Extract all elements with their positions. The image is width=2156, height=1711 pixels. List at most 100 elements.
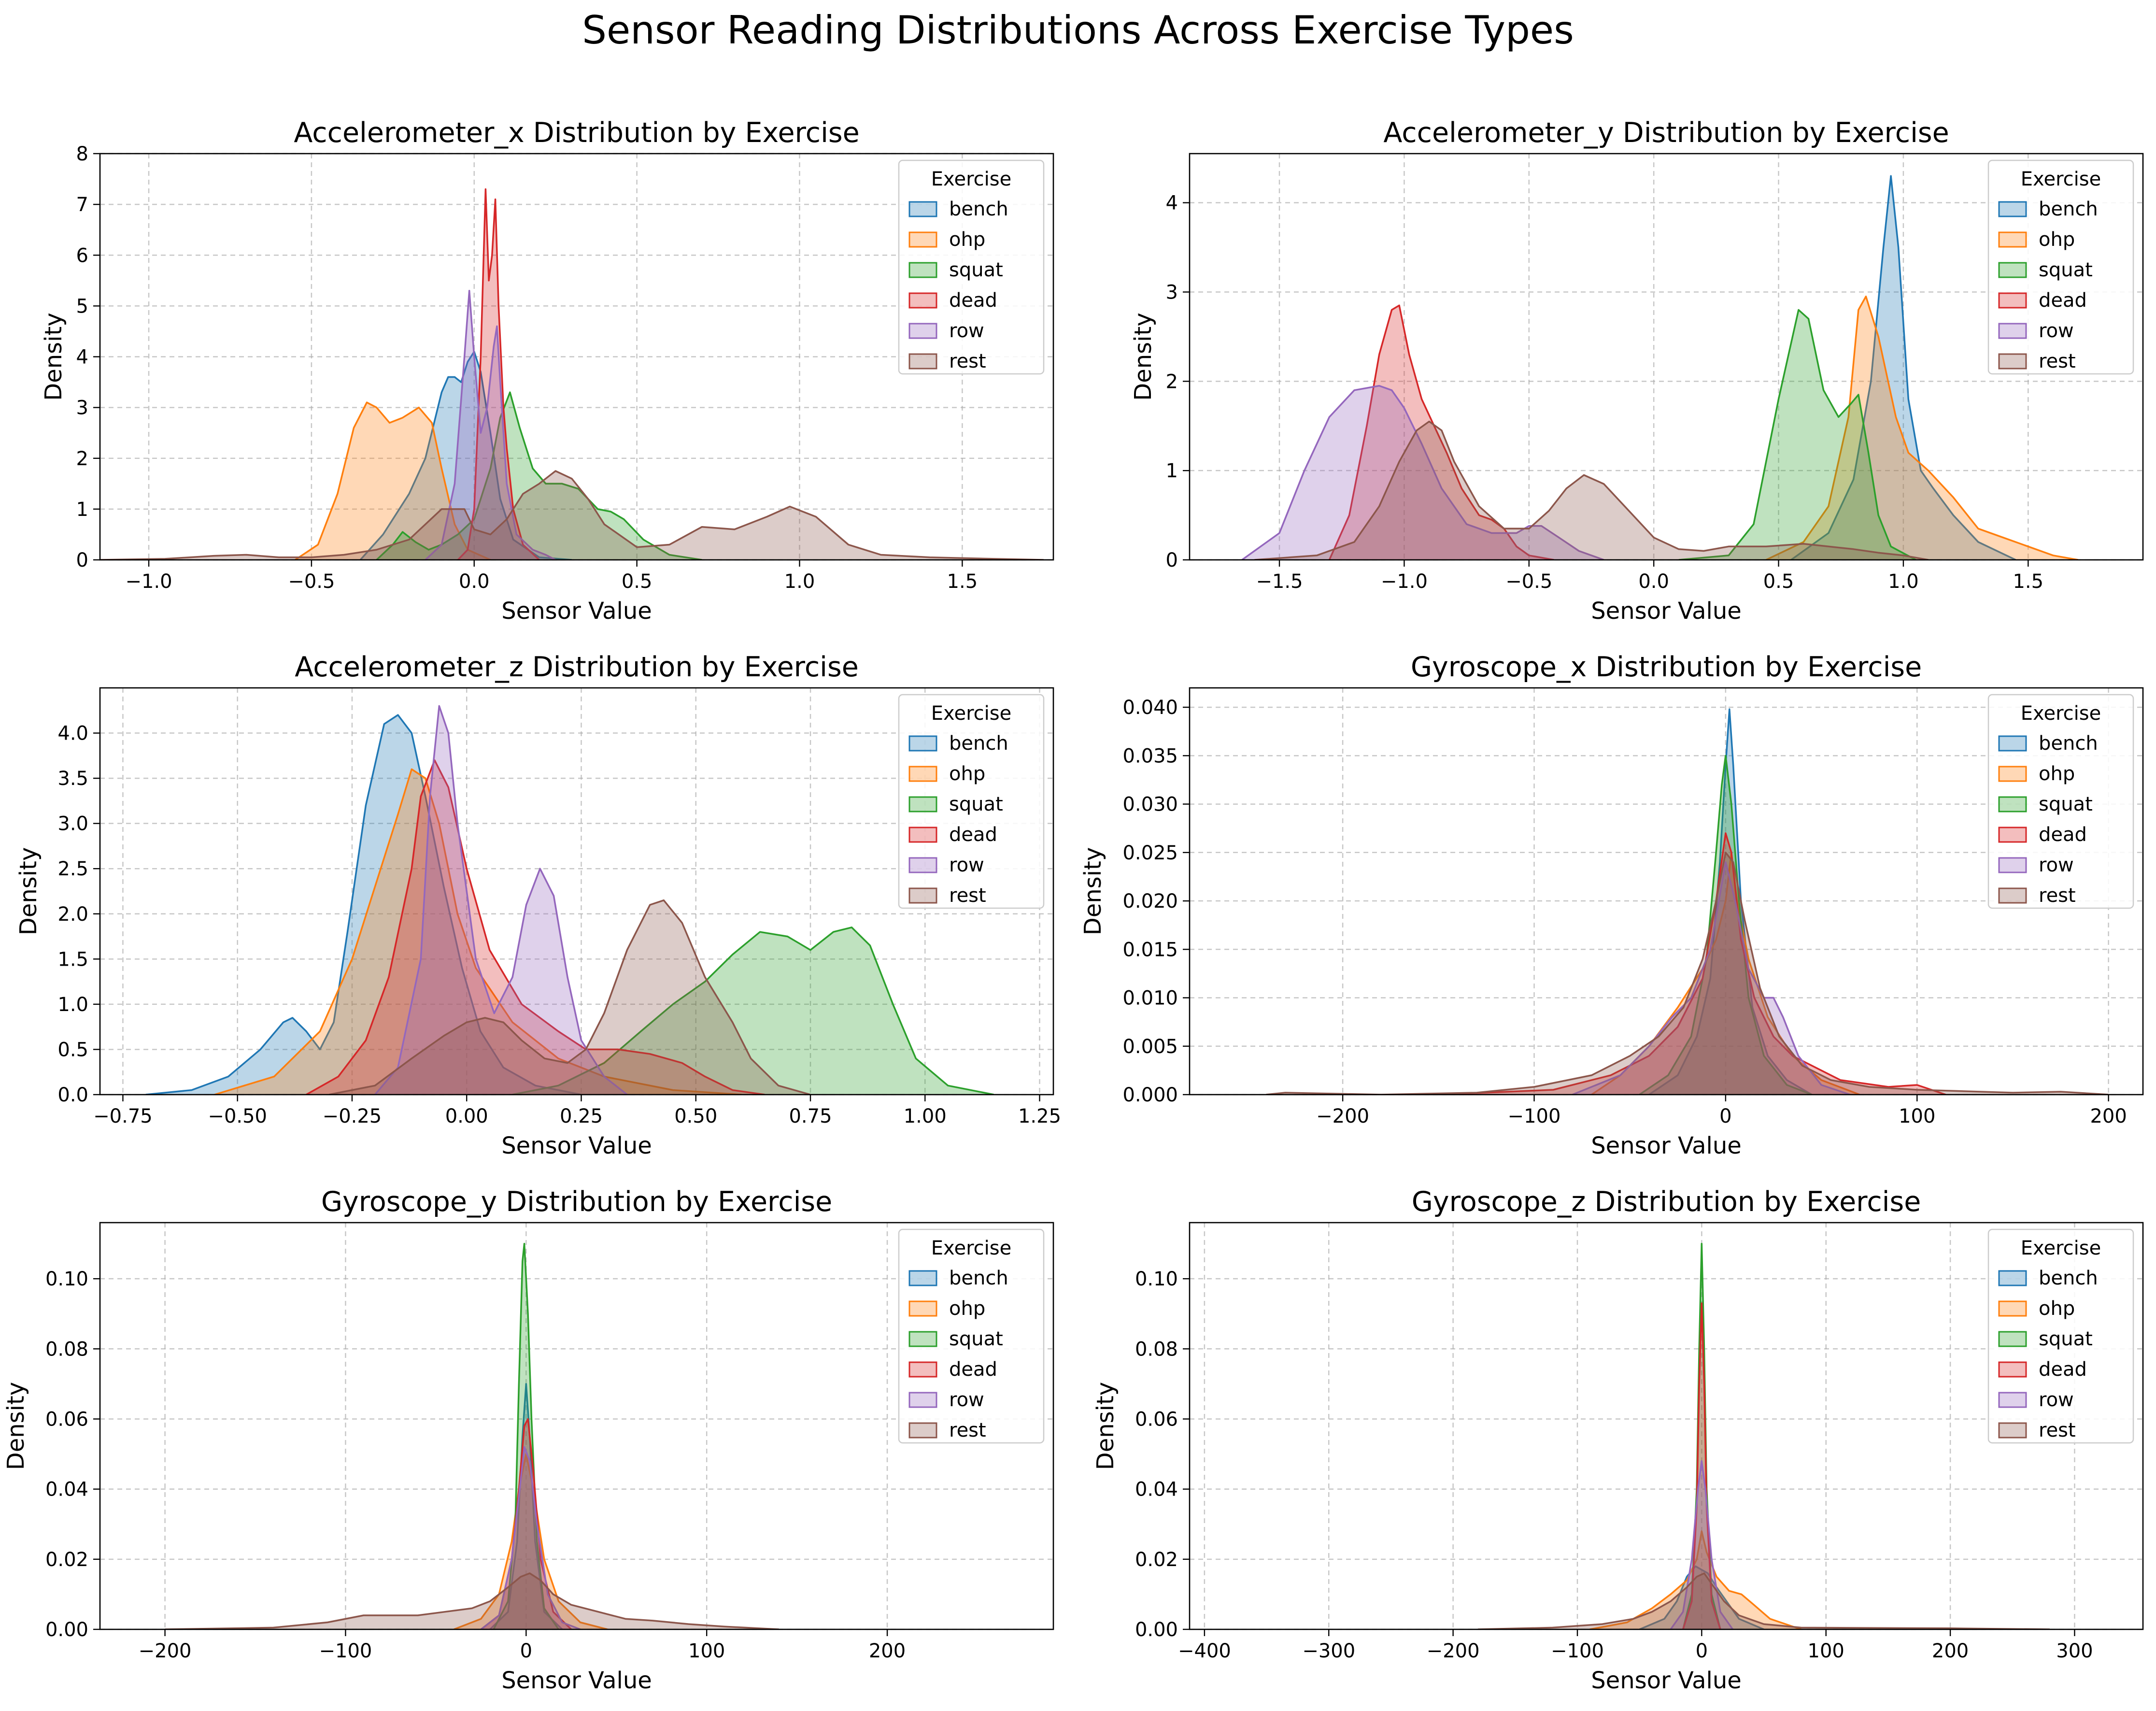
x-tick-label: −0.50 bbox=[208, 1105, 267, 1127]
legend-swatch-ohp bbox=[1998, 231, 2027, 248]
y-tick-label: 0.030 bbox=[1122, 794, 1178, 816]
legend-swatch-bench bbox=[1998, 735, 2027, 752]
legend-label-row: row bbox=[949, 854, 984, 876]
x-tick-label: −0.5 bbox=[288, 570, 335, 593]
y-tick-label: 3 bbox=[76, 397, 88, 419]
y-tick-label: 1 bbox=[1166, 460, 1178, 482]
legend-label-rest: rest bbox=[949, 884, 986, 907]
legend-label-ohp: ohp bbox=[949, 763, 985, 785]
density-line-squat bbox=[512, 927, 994, 1095]
x-tick-label: 200 bbox=[2090, 1105, 2127, 1127]
legend-label-squat: squat bbox=[949, 1328, 1003, 1350]
legend-label-dead: dead bbox=[949, 289, 997, 312]
legend-label-bench: bench bbox=[949, 198, 1008, 220]
legend-title: Exercise bbox=[2021, 168, 2101, 190]
x-tick-label: 100 bbox=[688, 1640, 725, 1662]
legend-label-squat: squat bbox=[949, 793, 1003, 815]
density-line-rest bbox=[1254, 420, 1929, 560]
y-tick-label: 0.015 bbox=[1122, 939, 1178, 961]
subplot-title: Accelerometer_y Distribution by Exercise bbox=[1383, 117, 1949, 149]
density-line-bench bbox=[489, 1383, 563, 1629]
legend-box bbox=[1987, 1228, 2134, 1444]
legend-label-ohp: ohp bbox=[949, 228, 985, 251]
y-tick-label: 1.5 bbox=[57, 948, 88, 970]
density-area-squat bbox=[1683, 1243, 1720, 1629]
legend-box bbox=[898, 1228, 1045, 1444]
density-area-dead bbox=[458, 189, 539, 560]
y-tick-label: 4.0 bbox=[57, 723, 88, 745]
x-tick-label: 0.00 bbox=[445, 1105, 488, 1127]
density-area-rest bbox=[165, 1573, 779, 1629]
density-line-bench bbox=[1648, 708, 1813, 1095]
density-line-dead bbox=[306, 759, 765, 1095]
y-tick-label: 0.02 bbox=[45, 1549, 88, 1571]
legend-title: Exercise bbox=[2021, 1237, 2101, 1259]
legend-swatch-squat bbox=[908, 1331, 937, 1347]
x-tick-label: 0.50 bbox=[674, 1105, 717, 1127]
y-tick-label: 0.5 bbox=[57, 1039, 88, 1061]
density-area-bench bbox=[490, 1383, 563, 1629]
legend-swatch-bench bbox=[908, 201, 937, 217]
y-axis-label: Density bbox=[1092, 1382, 1119, 1470]
legend-box bbox=[898, 694, 1045, 909]
legend-swatch-row bbox=[1998, 323, 2027, 339]
legend-label-dead: dead bbox=[949, 824, 997, 846]
y-axis-label: Density bbox=[40, 313, 67, 400]
density-area-rest bbox=[1266, 852, 2109, 1095]
legend-swatch-rest bbox=[908, 887, 937, 904]
x-tick-label: 100 bbox=[1899, 1105, 1935, 1127]
legend-label-rest: rest bbox=[2039, 1419, 2076, 1441]
y-tick-label: 2.5 bbox=[57, 858, 88, 880]
y-tick-label: 0.000 bbox=[1122, 1084, 1178, 1106]
density-line-dead bbox=[1682, 1302, 1721, 1629]
x-tick-label: 300 bbox=[2056, 1640, 2093, 1662]
x-axis-label: Sensor Value bbox=[501, 1667, 652, 1694]
density-area-ohp bbox=[1766, 296, 2078, 560]
x-tick-label: 100 bbox=[1808, 1640, 1844, 1662]
density-area-bench bbox=[1649, 709, 1812, 1095]
legend-swatch-squat bbox=[1998, 262, 2027, 278]
y-tick-label: 0.020 bbox=[1122, 890, 1178, 913]
legend-label-dead: dead bbox=[949, 1358, 997, 1381]
density-line-rest bbox=[165, 1572, 779, 1629]
y-tick-label: 0.025 bbox=[1122, 842, 1178, 864]
legend-label-ohp: ohp bbox=[2039, 1298, 2075, 1320]
y-tick-label: 3 bbox=[1166, 281, 1178, 303]
legend-box bbox=[1987, 159, 2134, 375]
x-tick-label: 1.5 bbox=[947, 570, 978, 593]
y-tick-label: 0.035 bbox=[1122, 745, 1178, 767]
legend-swatch-rest bbox=[1998, 353, 2027, 370]
legend-title: Exercise bbox=[931, 168, 1011, 190]
y-tick-label: 0.08 bbox=[45, 1338, 88, 1360]
y-tick-label: 5 bbox=[76, 295, 88, 317]
legend-swatch-dead bbox=[1998, 827, 2027, 843]
y-tick-label: 0.005 bbox=[1122, 1036, 1178, 1058]
subplot-1: −1.0 −0.5 0.0 0.5 1.0 1.5 0 1 2 3 4 5 6 7 8 Acceleromet… bbox=[40, 117, 1054, 625]
density-line-row bbox=[480, 1446, 581, 1629]
x-tick-label: −0.25 bbox=[323, 1105, 382, 1127]
x-tick-label: −200 bbox=[1427, 1640, 1480, 1662]
legend-swatch-ohp bbox=[908, 231, 937, 248]
density-area-dead bbox=[306, 760, 765, 1095]
y-tick-label: 0.06 bbox=[1135, 1408, 1178, 1430]
axes-frame bbox=[1189, 153, 2144, 561]
legend-label-bench: bench bbox=[2039, 732, 2098, 755]
subplot-2: −1.5 −1.0 −0.5 0.0 0.5 1.0 1.5 0 1 2 3 4 Acceleromet… bbox=[1130, 117, 2144, 625]
x-tick-label: −1.0 bbox=[1381, 570, 1428, 593]
y-tick-label: 0.040 bbox=[1122, 697, 1178, 719]
legend-title: Exercise bbox=[931, 1237, 1011, 1259]
density-area-row bbox=[1572, 862, 1850, 1095]
legend: Exercise bench ohp squat dead row rest bbox=[1987, 159, 2134, 375]
density-area-ohp bbox=[1589, 1531, 1801, 1629]
legend: Exercise bench ohp squat dead row rest bbox=[898, 159, 1045, 375]
x-tick-label: 0 bbox=[1719, 1105, 1731, 1127]
density-area-ohp bbox=[454, 1454, 608, 1629]
axes-frame bbox=[1189, 687, 2144, 1096]
density-line-squat bbox=[1678, 309, 1916, 560]
x-tick-label: 0.5 bbox=[1763, 570, 1794, 593]
legend-swatch-ohp bbox=[908, 1300, 937, 1317]
y-tick-label: 0.010 bbox=[1122, 987, 1178, 1010]
density-line-ohp bbox=[214, 768, 742, 1095]
